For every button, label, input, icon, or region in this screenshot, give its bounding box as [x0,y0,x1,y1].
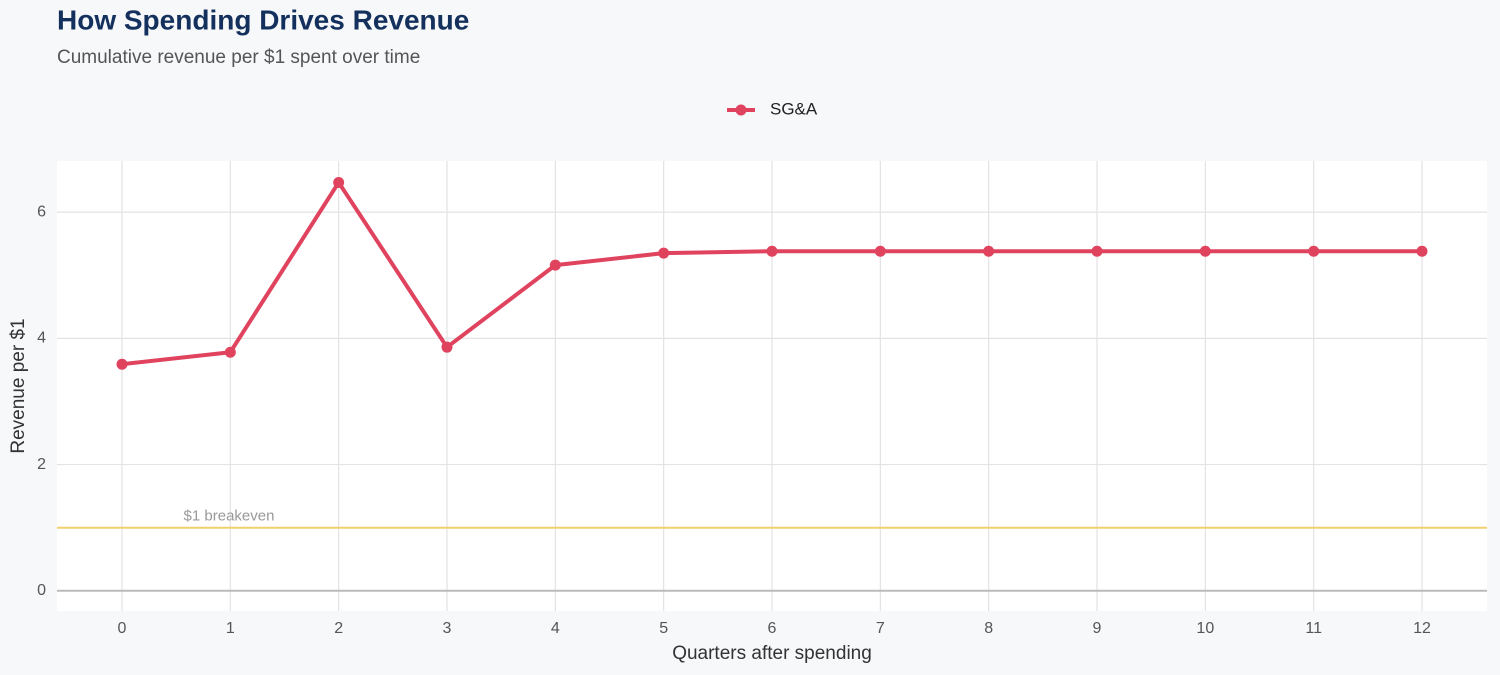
data-point [549,259,561,271]
reference-label: $1 breakeven [184,508,275,525]
legend-marker [735,104,747,116]
data-point [1199,245,1211,257]
data-point [1416,245,1428,257]
y-tick-label: 4 [37,330,46,347]
data-point [766,245,778,257]
data-point [333,176,345,188]
x-tick-label: 10 [1196,620,1214,637]
x-tick-label: 8 [984,620,993,637]
x-tick-label: 7 [876,620,885,637]
x-tick-label: 1 [226,620,235,637]
x-tick-label: 9 [1093,620,1102,637]
chart-title: How Spending Drives Revenue [57,4,469,35]
y-tick-label: 6 [37,203,46,220]
data-point [1091,245,1103,257]
y-axis-title: Revenue per $1 [8,318,29,453]
chart-subtitle: Cumulative revenue per $1 spent over tim… [57,47,420,68]
data-point [441,341,453,353]
y-tick-label: 0 [37,582,46,599]
x-tick-label: 2 [334,620,343,637]
data-point [116,358,128,370]
data-point [983,245,995,257]
x-tick-label: 5 [659,620,668,637]
data-point [874,245,886,257]
data-point [658,247,670,259]
x-tick-label: 0 [118,620,127,637]
x-axis-title: Quarters after spending [672,643,872,664]
x-tick-label: 4 [551,620,560,637]
x-tick-label: 3 [443,620,452,637]
x-tick-label: 12 [1413,620,1431,637]
x-tick-label: 6 [768,620,777,637]
data-point [1308,245,1320,257]
x-tick-label: 11 [1305,620,1322,637]
y-tick-label: 2 [37,456,46,473]
legend-label: SG&A [770,99,818,118]
data-point [224,346,236,358]
